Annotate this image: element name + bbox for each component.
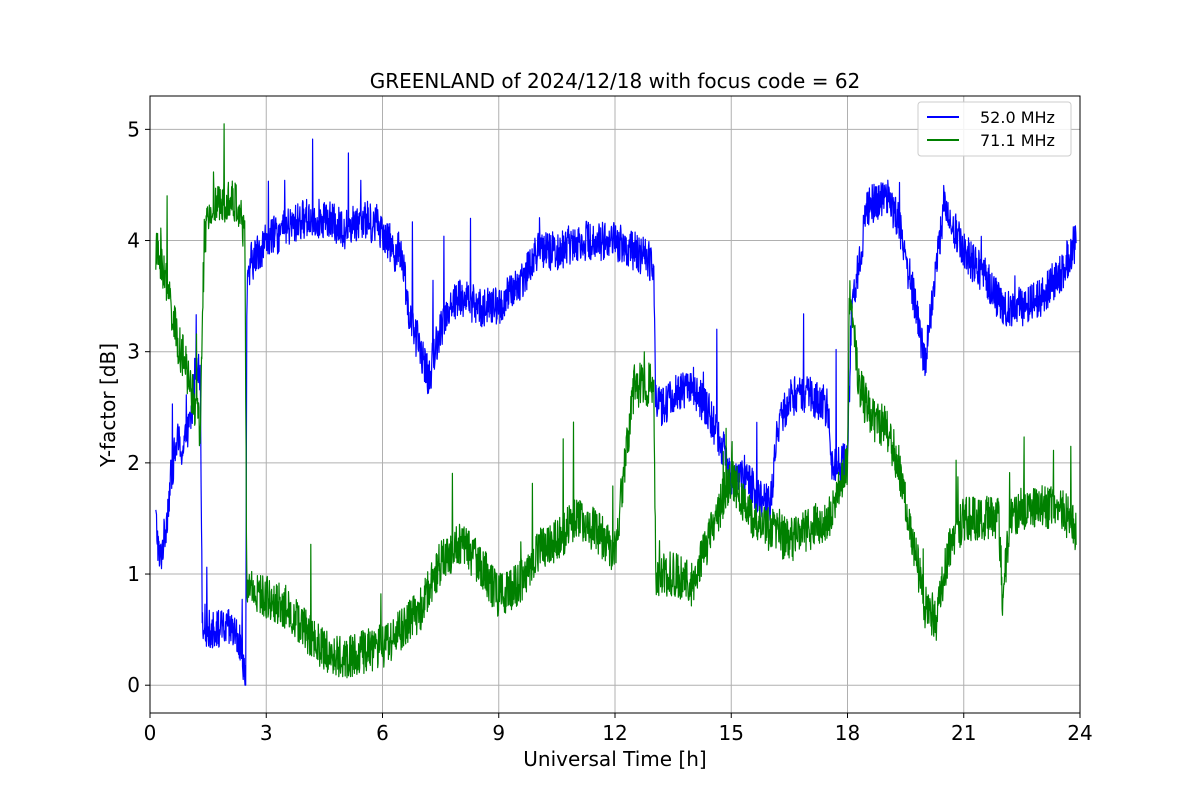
x-tick-label: 24: [1067, 721, 1092, 745]
x-tick-label: 3: [260, 721, 273, 745]
y-tick-label: 4: [127, 229, 140, 253]
y-axis-label: Y-factor [dB]: [96, 343, 120, 468]
y-tick-label: 1: [127, 562, 140, 586]
series-line-52-0-mhz: [155, 138, 1077, 686]
x-tick-label: 18: [835, 721, 860, 745]
legend-label-52mhz: 52.0 MHz: [980, 108, 1055, 127]
y-tick-label: 0: [127, 673, 140, 697]
y-tick-label: 3: [127, 340, 140, 364]
y-tick-label: 5: [127, 117, 140, 141]
legend-label-71mhz: 71.1 MHz: [980, 131, 1055, 150]
x-tick-label: 0: [144, 721, 157, 745]
y-tick-label: 2: [127, 451, 140, 475]
x-tick-label: 21: [951, 721, 976, 745]
x-tick-label: 12: [602, 721, 627, 745]
legend-box: [917, 101, 1072, 157]
series-layer: [155, 123, 1077, 686]
chart-title: GREENLAND of 2024/12/18 with focus code …: [370, 69, 861, 93]
x-tick-label: 15: [719, 721, 744, 745]
x-axis-label: Universal Time [h]: [523, 747, 706, 771]
x-tick-label: 9: [492, 721, 505, 745]
series-line-71-1-mhz: [155, 123, 1077, 679]
x-tick-label: 6: [376, 721, 389, 745]
legend: 52.0 MHz 71.1 MHz: [917, 101, 1072, 157]
